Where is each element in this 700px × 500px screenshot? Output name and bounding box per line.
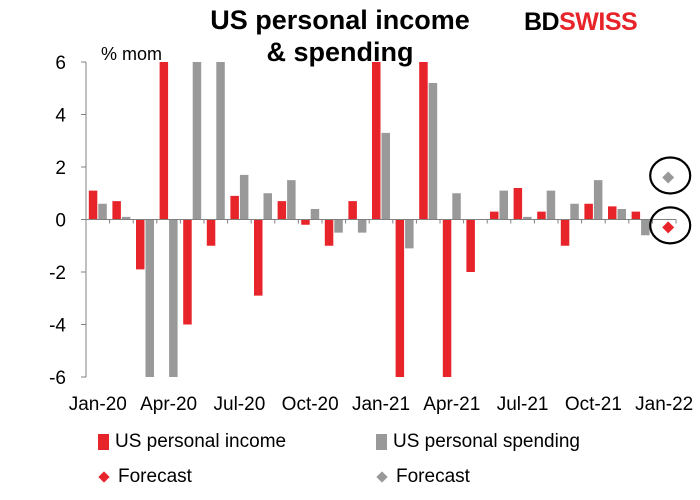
- legend-item-forecast-spending: Forecast: [376, 466, 470, 488]
- bar-spending: [452, 193, 461, 220]
- bar-income: [513, 188, 523, 220]
- bar-spending: [287, 180, 296, 220]
- x-tick-label: Oct-21: [565, 394, 622, 415]
- bar-income: [324, 219, 334, 246]
- bar-spending: [98, 203, 107, 220]
- bar-income: [159, 62, 169, 220]
- bdswiss-logo: BDSWISS: [524, 8, 638, 37]
- bar-spending: [216, 62, 225, 220]
- legend-item-income: US personal income: [98, 431, 286, 453]
- bar-spending: [145, 219, 154, 377]
- bar-income: [136, 219, 145, 270]
- bar-income: [560, 219, 570, 246]
- bar-spending: [192, 62, 202, 220]
- bar-income: [490, 211, 499, 220]
- forecast-circle: [649, 156, 692, 195]
- bar-spending: [641, 219, 650, 236]
- legend-swatch-income: [98, 434, 109, 450]
- chart-title-line: US personal income: [210, 5, 470, 35]
- bar-spending: [617, 209, 626, 220]
- bar-spending: [334, 219, 343, 233]
- bar-income: [183, 219, 192, 325]
- x-tick-label: Jul-21: [497, 394, 549, 415]
- bar-spending: [523, 216, 532, 220]
- legend-item-forecast-income: Forecast: [98, 466, 192, 488]
- y-tick-label: 2: [55, 158, 66, 179]
- bar-income: [608, 206, 617, 220]
- y-tick-label: -4: [49, 316, 66, 337]
- x-tick-label: Jan-20: [69, 394, 127, 415]
- chart-title: US personal income & spending: [190, 4, 490, 68]
- bar-spending: [428, 83, 438, 220]
- legend-label-forecast-income: Forecast: [118, 466, 192, 487]
- x-tick-label: Jan-21: [352, 394, 410, 415]
- bar-income: [372, 62, 381, 220]
- y-tick-label: 0: [55, 211, 66, 232]
- forecast-circle: [649, 206, 692, 245]
- bar-spending: [381, 132, 390, 220]
- bar-income: [230, 195, 239, 220]
- bar-income: [395, 219, 405, 377]
- bar-spending: [499, 190, 508, 220]
- bar-income: [88, 190, 98, 220]
- bar-income: [254, 219, 263, 296]
- x-tick-label: Jan-22: [635, 394, 693, 415]
- x-tick-label: Jul-20: [214, 394, 266, 415]
- bar-income: [442, 219, 452, 377]
- bar-income: [466, 219, 475, 272]
- bar-income: [112, 201, 121, 220]
- legend-diamond-grey: [376, 471, 388, 483]
- bar-spending: [405, 219, 414, 249]
- bar-income: [584, 203, 593, 220]
- bar-spending: [546, 190, 556, 220]
- bar-spending: [357, 219, 367, 233]
- forecast-marker-income: [662, 221, 675, 234]
- bar-spending: [310, 209, 320, 220]
- logo-part-bd: BD: [524, 8, 560, 36]
- legend-diamond-red: [98, 471, 110, 483]
- y-axis-label: % mom: [101, 44, 163, 64]
- chart-title-line: & spending: [266, 37, 414, 67]
- x-tick-label: Apr-20: [140, 394, 197, 415]
- bar-spending: [593, 180, 603, 220]
- x-tick-label: Oct-20: [282, 394, 339, 415]
- bar-spending: [169, 219, 178, 377]
- y-tick-label: 4: [55, 106, 66, 127]
- y-tick-label: -6: [49, 368, 66, 389]
- y-tick-label: -2: [49, 263, 66, 284]
- legend-swatch-spending: [376, 434, 387, 450]
- x-tick-label: Apr-21: [423, 394, 480, 415]
- bar-income: [348, 201, 357, 220]
- legend-label-spending: US personal spending: [393, 431, 580, 452]
- legend-label-forecast-spending: Forecast: [396, 466, 470, 487]
- bar-income: [277, 201, 287, 220]
- bar-income: [419, 62, 428, 220]
- forecast-marker-spending: [662, 171, 675, 184]
- bar-spending: [263, 193, 272, 220]
- legend-item-spending: US personal spending: [376, 431, 580, 453]
- bar-income: [301, 219, 310, 225]
- bar-spending: [121, 216, 131, 220]
- bar-income: [631, 211, 641, 220]
- logo-part-swiss: SWISS: [559, 8, 638, 36]
- bar-spending: [239, 174, 249, 220]
- bar-income: [206, 219, 216, 246]
- legend-label-income: US personal income: [115, 431, 287, 452]
- bar-spending: [570, 203, 579, 220]
- bar-income: [537, 211, 546, 220]
- y-tick-label: 6: [55, 53, 66, 74]
